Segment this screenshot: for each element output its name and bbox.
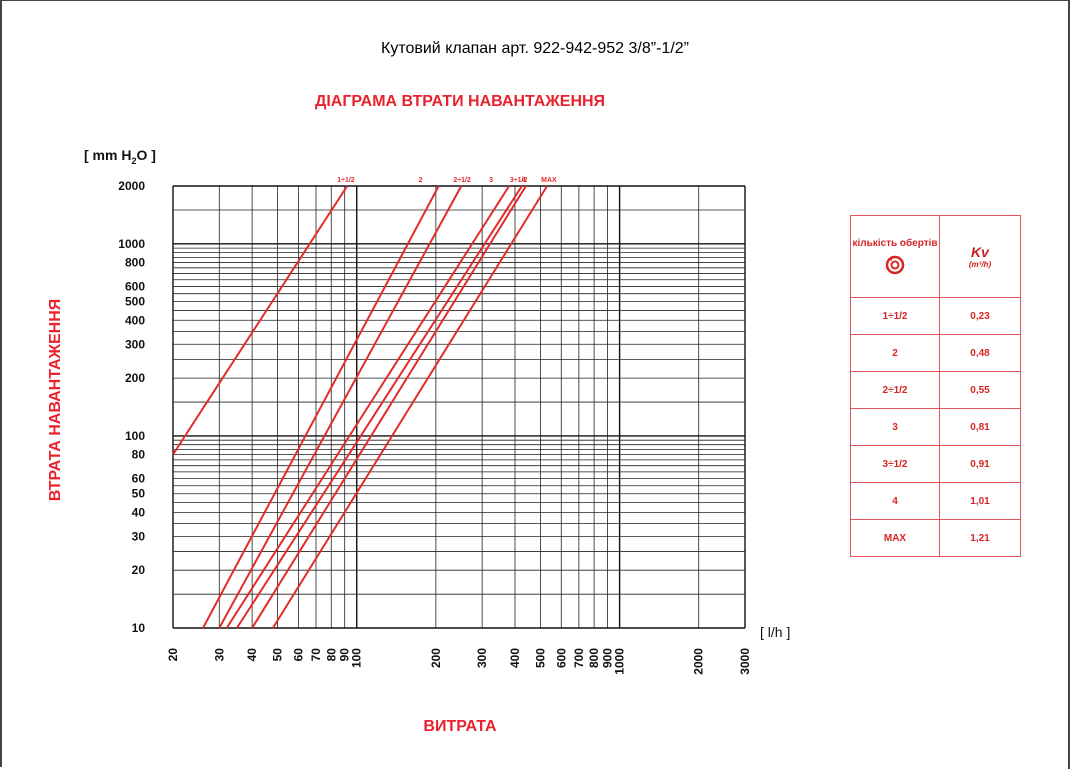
y-tick-label: 60 (132, 472, 146, 486)
header-turns-cell: кількість обертів (850, 215, 940, 298)
turns-cell: 2 (850, 334, 940, 372)
x-axis-label: ВИТРАТА (423, 718, 497, 735)
kv-table-row: 1÷1/2 0,23 (850, 297, 1021, 335)
series-line (218, 185, 463, 629)
chart-title: ДІАГРАМА ВТРАТИ НАВАНТАЖЕННЯ (314, 93, 606, 110)
y-axis-unit: [ mm H2O ] (84, 147, 156, 166)
y-tick-label: 1000 (118, 237, 145, 251)
kv-value-cell: 1,01 (939, 482, 1021, 520)
x-tick-label: 100 (350, 648, 364, 668)
header-kv-cell: Kv (m³/h) (939, 215, 1021, 298)
y-tick-label: 80 (132, 448, 146, 462)
x-axis-unit: [ l/h ] (760, 624, 791, 640)
kv-value-cell: 0,55 (939, 371, 1021, 409)
kv-table-row: 3 0,81 (850, 408, 1021, 446)
series-label: 4 (522, 177, 526, 184)
y-tick-label: 10 (132, 621, 146, 635)
x-tick-label: 30 (212, 648, 226, 662)
turns-cell: 3 (850, 408, 940, 446)
y-unit-sub: 2 (131, 155, 137, 166)
kv-table-row: 3÷1/2 0,91 (850, 445, 1021, 483)
chart-ticks: 1020304050608010020030040050060080010002… (118, 179, 752, 675)
header-kv-unit: (m³/h) (968, 260, 992, 269)
y-tick-label: 600 (125, 279, 145, 293)
page-title: Кутовий клапан арт. 922-942-952 3/8”-1/2… (381, 40, 689, 57)
y-tick-label: 100 (125, 429, 145, 443)
series-line (272, 185, 548, 629)
y-tick-label: 30 (132, 529, 146, 543)
kv-table-row: 2 0,48 (850, 334, 1021, 372)
series-label: MAX (541, 177, 557, 184)
turns-cell: 4 (850, 482, 940, 520)
x-tick-label: 2000 (692, 648, 706, 675)
series-line (225, 185, 510, 629)
x-tick-label: 80 (324, 648, 338, 662)
kv-table-row: 4 1,01 (850, 482, 1021, 520)
x-tick-label: 50 (271, 648, 285, 662)
kv-table-row: 2÷1/2 0,55 (850, 371, 1021, 409)
y-tick-label: 500 (125, 295, 145, 309)
x-tick-label: 900 (601, 648, 615, 668)
turns-cell: 3÷1/2 (850, 445, 940, 483)
kv-value-cell: 0,81 (939, 408, 1021, 446)
x-tick-label: 400 (508, 648, 522, 668)
series-line (251, 185, 527, 629)
x-tick-label: 3000 (738, 648, 752, 675)
kv-value-cell: 0,48 (939, 334, 1021, 372)
series-line (172, 185, 349, 456)
x-tick-label: 600 (554, 648, 568, 668)
y-tick-label: 200 (125, 371, 145, 385)
turns-cell: 2÷1/2 (850, 371, 940, 409)
x-tick-label: 1000 (613, 648, 627, 675)
x-tick-label: 60 (291, 648, 305, 662)
page-frame-right (1068, 0, 1070, 769)
x-tick-label: 70 (309, 648, 323, 662)
y-unit-prefix: [ mm H (84, 147, 132, 163)
series-label: 1÷1/2 (337, 177, 355, 184)
x-tick-label: 90 (338, 648, 352, 662)
x-tick-label: 800 (587, 648, 601, 668)
y-tick-label: 40 (132, 505, 146, 519)
x-tick-label: 20 (166, 648, 180, 662)
y-unit-suffix: O ] (136, 147, 156, 163)
x-tick-label: 300 (475, 648, 489, 668)
turns-cell: 1÷1/2 (850, 297, 940, 335)
series-line (202, 185, 440, 629)
y-tick-label: 400 (125, 313, 145, 327)
y-tick-label: 800 (125, 255, 145, 269)
turn-knob-icon (885, 255, 905, 274)
x-tick-label: 200 (429, 648, 443, 668)
header-turns-label: кількість обертів (852, 237, 938, 249)
series-label: 2 (419, 177, 423, 184)
header-kv-label: Kv (971, 244, 989, 260)
x-tick-label: 700 (572, 648, 586, 668)
y-tick-label: 50 (132, 487, 146, 501)
x-tick-label: 500 (533, 648, 547, 668)
kv-table-row: MAX 1,21 (850, 519, 1021, 557)
x-tick-label: 40 (245, 648, 259, 662)
y-tick-label: 300 (125, 337, 145, 351)
kv-table-header: кількість обертів Kv (m³/h) (850, 215, 1021, 298)
kv-value-cell: 1,21 (939, 519, 1021, 557)
y-tick-label: 2000 (118, 179, 145, 193)
turns-cell: MAX (850, 519, 940, 557)
kv-value-cell: 0,23 (939, 297, 1021, 335)
series-line (236, 185, 523, 629)
y-tick-label: 20 (132, 563, 146, 577)
kv-value-cell: 0,91 (939, 445, 1021, 483)
chart-series: 1÷1/2 2 2÷1/2 3 3÷1/24 MAX (172, 177, 557, 629)
series-label: 3 (489, 177, 493, 184)
chart-grid (172, 185, 746, 629)
kv-table: кількість обертів Kv (m³/h) 1÷1/2 0,23 2 0,… (850, 215, 1021, 557)
series-label: 2÷1/2 (453, 177, 471, 184)
series-label: 3÷1/2 (510, 177, 528, 184)
